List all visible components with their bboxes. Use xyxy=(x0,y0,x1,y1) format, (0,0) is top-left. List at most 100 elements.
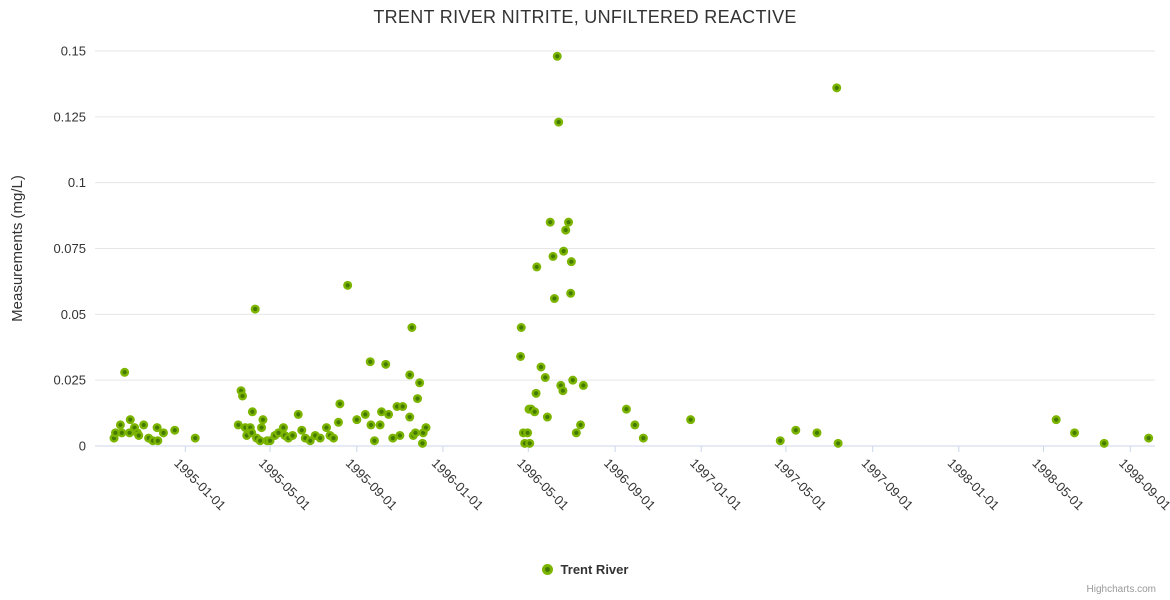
data-point[interactable] xyxy=(250,304,260,314)
x-axis-tick-label: 1998-01-01 xyxy=(945,456,1003,514)
data-point[interactable] xyxy=(554,117,564,127)
data-point[interactable] xyxy=(576,420,586,430)
data-point[interactable] xyxy=(540,373,550,383)
data-point[interactable] xyxy=(775,436,785,446)
data-point[interactable] xyxy=(530,407,540,417)
data-point[interactable] xyxy=(333,417,343,427)
data-point[interactable] xyxy=(415,378,425,388)
data-point[interactable] xyxy=(812,428,822,438)
data-point[interactable] xyxy=(120,367,130,377)
data-point[interactable] xyxy=(552,51,562,61)
data-point[interactable] xyxy=(1099,438,1109,448)
data-point[interactable] xyxy=(110,428,120,438)
data-point[interactable] xyxy=(516,351,526,361)
data-point[interactable] xyxy=(335,399,345,409)
data-point[interactable] xyxy=(791,425,801,435)
data-point[interactable] xyxy=(321,423,331,433)
data-point[interactable] xyxy=(531,388,541,398)
y-axis-tick-label: 0.125 xyxy=(53,109,86,124)
data-point[interactable] xyxy=(405,412,415,422)
data-point[interactable] xyxy=(352,415,362,425)
data-point[interactable] xyxy=(398,402,408,411)
data-point[interactable] xyxy=(384,409,394,419)
data-point[interactable] xyxy=(1070,428,1080,438)
x-axis-tick-label: 1998-05-01 xyxy=(1029,456,1087,514)
data-point[interactable] xyxy=(421,423,431,433)
data-point[interactable] xyxy=(233,420,243,430)
data-point[interactable] xyxy=(278,423,288,433)
x-axis-tick-label: 1995-09-01 xyxy=(343,456,401,514)
data-point[interactable] xyxy=(413,394,423,404)
data-point[interactable] xyxy=(568,375,578,385)
data-point[interactable] xyxy=(638,433,648,443)
data-point[interactable] xyxy=(630,420,640,430)
data-point[interactable] xyxy=(542,412,552,422)
data-point[interactable] xyxy=(381,359,391,369)
y-axis-title: Measurements (mg/L) xyxy=(9,175,26,322)
data-point[interactable] xyxy=(410,428,420,438)
data-point[interactable] xyxy=(293,409,303,419)
data-point[interactable] xyxy=(257,423,267,433)
x-axis-tick-label: 1995-01-01 xyxy=(171,456,229,514)
data-point[interactable] xyxy=(536,362,546,372)
data-point[interactable] xyxy=(558,386,568,396)
y-axis-tick-label: 0.075 xyxy=(53,241,86,256)
data-point[interactable] xyxy=(566,257,576,267)
data-point[interactable] xyxy=(360,409,370,419)
data-point[interactable] xyxy=(117,428,127,438)
data-point[interactable] xyxy=(255,436,265,446)
data-point[interactable] xyxy=(237,391,247,401)
data-point[interactable] xyxy=(545,217,555,227)
data-point[interactable] xyxy=(405,370,415,380)
data-point[interactable] xyxy=(532,262,542,272)
data-point[interactable] xyxy=(343,280,353,290)
data-point[interactable] xyxy=(516,323,526,332)
data-point[interactable] xyxy=(365,357,375,367)
data-point[interactable] xyxy=(388,433,398,443)
data-point[interactable] xyxy=(190,433,200,443)
data-point[interactable] xyxy=(115,420,125,430)
data-point[interactable] xyxy=(134,430,144,440)
data-point[interactable] xyxy=(571,428,581,438)
data-point[interactable] xyxy=(417,438,427,448)
data-point[interactable] xyxy=(377,407,387,417)
data-point[interactable] xyxy=(288,430,298,440)
data-point[interactable] xyxy=(158,428,168,438)
data-point[interactable] xyxy=(375,420,385,430)
data-point[interactable] xyxy=(395,430,405,440)
data-point[interactable] xyxy=(1051,415,1061,425)
data-point[interactable] xyxy=(523,428,533,438)
data-point[interactable] xyxy=(329,433,339,443)
legend-item-trent-river[interactable]: Trent River xyxy=(0,562,1170,577)
data-point[interactable] xyxy=(125,415,135,425)
data-point[interactable] xyxy=(549,294,559,304)
data-point[interactable] xyxy=(366,420,376,430)
data-point[interactable] xyxy=(297,425,307,435)
data-point[interactable] xyxy=(407,323,417,332)
data-point[interactable] xyxy=(170,425,180,435)
data-point[interactable] xyxy=(564,217,574,227)
data-point[interactable] xyxy=(258,415,268,425)
data-point[interactable] xyxy=(578,380,588,390)
data-point[interactable] xyxy=(139,420,149,430)
data-point[interactable] xyxy=(559,246,569,256)
data-point[interactable] xyxy=(315,433,325,443)
data-point[interactable] xyxy=(832,83,842,93)
data-point[interactable] xyxy=(561,225,571,235)
credits-link[interactable]: Highcharts.com xyxy=(1086,584,1156,595)
data-point[interactable] xyxy=(621,404,631,414)
data-point[interactable] xyxy=(686,415,696,425)
data-point[interactable] xyxy=(525,438,535,448)
data-point[interactable] xyxy=(152,423,162,433)
y-axis-tick-label: 0 xyxy=(79,439,86,454)
data-point[interactable] xyxy=(369,436,379,446)
data-point[interactable] xyxy=(153,436,163,446)
y-axis-tick-label: 0.025 xyxy=(53,373,86,388)
data-point[interactable] xyxy=(247,407,257,417)
data-point[interactable] xyxy=(548,251,558,261)
data-point[interactable] xyxy=(1144,433,1154,443)
data-point[interactable] xyxy=(833,438,843,448)
data-point[interactable] xyxy=(566,288,576,298)
